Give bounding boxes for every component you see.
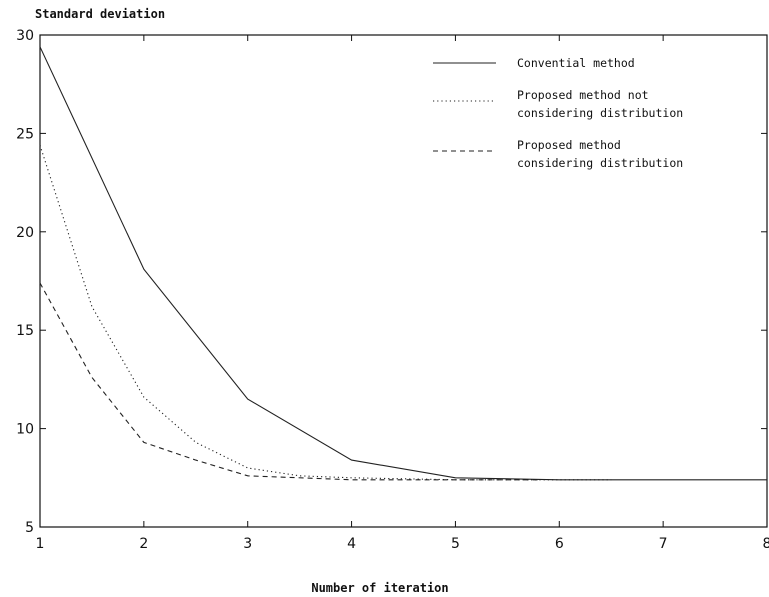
series-line-1 [39, 46, 767, 481]
y-tick-label: 30 [16, 28, 34, 44]
x-axis-title: Number of iteration [311, 581, 448, 595]
legend: Convential method Proposed method not cons… [433, 56, 683, 170]
series-line-3 [39, 282, 539, 481]
x-tick-label: 6 [555, 536, 564, 552]
y-axis-title: Standard deviation [35, 7, 165, 21]
x-tick-label: 5 [451, 536, 460, 552]
y-tick-label: 10 [16, 422, 34, 438]
y-tick-label: 25 [16, 126, 34, 142]
series-layer [39, 46, 767, 481]
legend-label-2: Proposed method not considering distribut… [517, 88, 683, 120]
y-tick-label: 20 [16, 225, 34, 241]
x-tick-label: 4 [347, 536, 356, 552]
y-tick-label: 5 [25, 520, 34, 536]
x-tick-label: 3 [243, 536, 252, 552]
legend-label-1: Convential method [517, 56, 635, 70]
y-tick-label: 15 [16, 323, 34, 339]
axis-ticks: 1 2 3 4 5 6 7 8 5 10 15 20 25 30 [16, 28, 769, 552]
x-tick-label: 7 [659, 536, 668, 552]
plot-frame [39, 34, 768, 528]
x-tick-label: 2 [139, 536, 148, 552]
series-line-2 [39, 145, 612, 481]
legend-label-3: Proposed method considering distribution [517, 138, 683, 170]
x-tick-label: 8 [763, 536, 769, 552]
x-tick-label: 1 [36, 536, 45, 552]
